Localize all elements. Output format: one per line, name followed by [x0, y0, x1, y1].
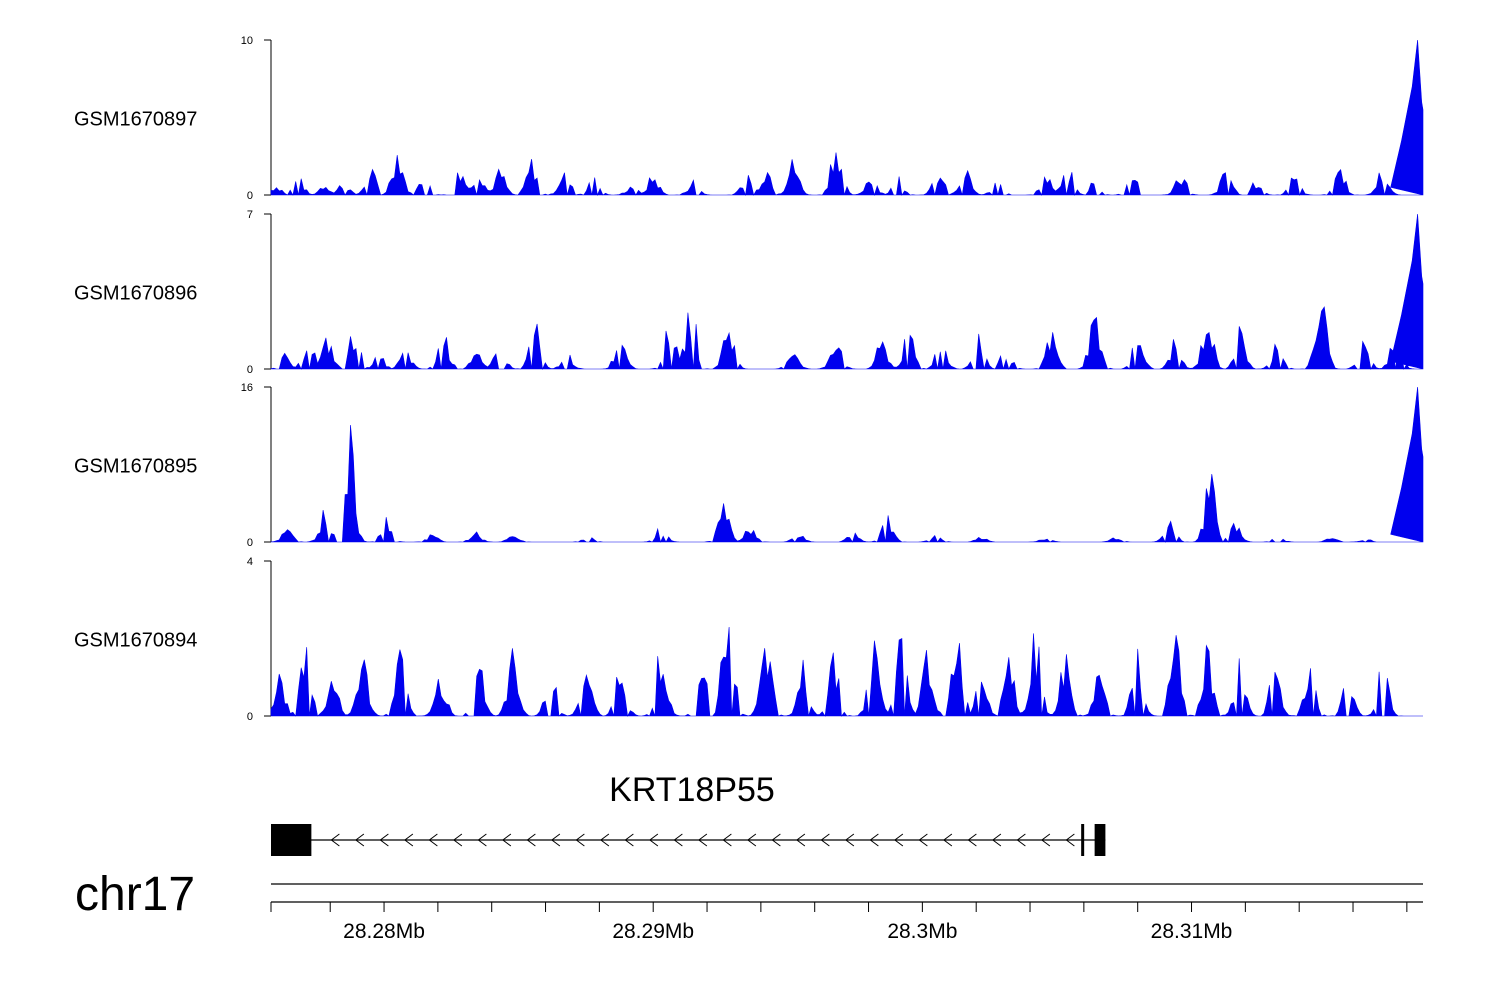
- strand-arrow: [894, 833, 904, 847]
- track-gsm1670894: GSM1670894 4 0: [74, 556, 1423, 723]
- exon: [271, 824, 312, 856]
- y-max-label: 10: [241, 35, 253, 47]
- strand-arrow: [673, 833, 683, 847]
- strand-arrow: [967, 833, 977, 847]
- strand-arrow: [600, 833, 610, 847]
- x-tick-label: 28.3Mb: [887, 920, 957, 943]
- coverage-area: [270, 213, 1424, 371]
- strand-arrow: [698, 833, 708, 847]
- strand-arrow: [330, 833, 340, 847]
- strand-arrow: [428, 833, 438, 847]
- track-gsm1670896: GSM1670896 7 0: [74, 209, 1424, 376]
- strand-arrow: [502, 833, 512, 847]
- y-min-label: 0: [247, 537, 253, 549]
- y-max-label: 4: [247, 556, 253, 568]
- strand-arrow: [453, 833, 463, 847]
- strand-arrow: [624, 833, 634, 847]
- strand-arrow: [943, 833, 953, 847]
- y-min-label: 0: [247, 364, 253, 376]
- genome-axis: chr17 28.28Mb 28.29Mb 28.3Mb 28.31Mb: [75, 868, 1423, 943]
- strand-arrow: [355, 833, 365, 847]
- x-tick-label: 28.28Mb: [343, 920, 425, 943]
- strand-arrow: [992, 833, 1002, 847]
- strand-arrow: [869, 833, 879, 847]
- strand-arrow: [1016, 833, 1026, 847]
- track-label: GSM1670897: [74, 109, 197, 131]
- y-min-label: 0: [247, 711, 253, 723]
- strand-arrow: [649, 833, 659, 847]
- strand-arrow: [551, 833, 561, 847]
- strand-arrow: [747, 833, 757, 847]
- gene-name-label: KRT18P55: [609, 771, 775, 809]
- strand-arrow: [575, 833, 585, 847]
- y-min-label: 0: [247, 190, 253, 202]
- x-tick-label: 28.29Mb: [612, 920, 694, 943]
- strand-arrow: [796, 833, 806, 847]
- x-tick-label: 28.31Mb: [1151, 920, 1233, 943]
- chromosome-label: chr17: [75, 868, 195, 921]
- coverage-area: [270, 39, 1424, 197]
- strand-arrow: [477, 833, 487, 847]
- axis-ticks: 28.28Mb 28.29Mb 28.3Mb 28.31Mb: [270, 902, 1408, 943]
- gene-track: KRT18P55: [271, 771, 1106, 856]
- track-label: GSM1670895: [74, 456, 197, 478]
- exon: [1094, 824, 1106, 856]
- strand-arrow: [820, 833, 830, 847]
- strand-arrow: [845, 833, 855, 847]
- gene-model: [271, 824, 1106, 856]
- track-gsm1670895: GSM1670895 16 0: [74, 382, 1424, 549]
- coverage-area: [270, 386, 1424, 543]
- coverage-tracks: GSM1670897100GSM167089670GSM1670895160GS…: [74, 35, 1424, 723]
- track-label: GSM1670894: [74, 630, 197, 652]
- coverage-area: [270, 626, 1423, 717]
- strand-arrow: [918, 833, 928, 847]
- exon: [1081, 824, 1085, 856]
- track-label: GSM1670896: [74, 283, 197, 305]
- y-max-label: 16: [241, 382, 253, 394]
- strand-arrow: [771, 833, 781, 847]
- strand-arrow: [526, 833, 536, 847]
- track-gsm1670897: GSM1670897 10 0: [74, 35, 1424, 202]
- strand-arrow: [1065, 833, 1075, 847]
- strand-arrow: [1041, 833, 1051, 847]
- strand-arrow: [722, 833, 732, 847]
- y-max-label: 7: [247, 209, 253, 221]
- strand-arrow: [379, 833, 389, 847]
- strand-arrow: [404, 833, 414, 847]
